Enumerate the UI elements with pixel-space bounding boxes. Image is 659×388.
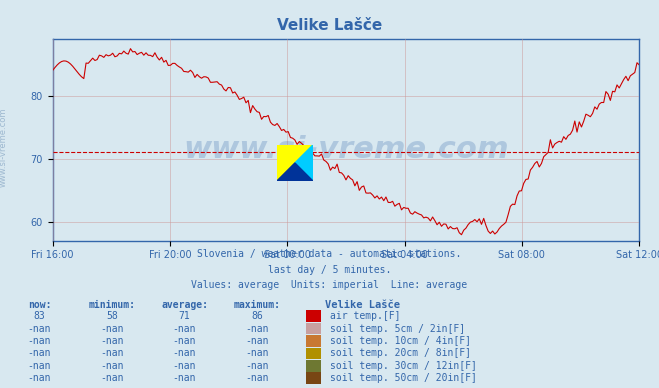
Text: 83: 83 bbox=[34, 311, 45, 321]
Text: -nan: -nan bbox=[28, 348, 51, 359]
Text: soil temp. 20cm / 8in[F]: soil temp. 20cm / 8in[F] bbox=[330, 348, 471, 359]
Text: 58: 58 bbox=[106, 311, 118, 321]
Text: 71: 71 bbox=[179, 311, 190, 321]
Text: Velike Lašče: Velike Lašče bbox=[277, 18, 382, 33]
Text: -nan: -nan bbox=[100, 348, 124, 359]
Text: -nan: -nan bbox=[173, 361, 196, 371]
Text: minimum:: minimum: bbox=[88, 300, 136, 310]
Text: -nan: -nan bbox=[28, 373, 51, 383]
Text: -nan: -nan bbox=[245, 348, 269, 359]
Text: -nan: -nan bbox=[245, 336, 269, 346]
Text: Velike Lašče: Velike Lašče bbox=[325, 300, 400, 310]
Text: -nan: -nan bbox=[28, 336, 51, 346]
Text: 86: 86 bbox=[251, 311, 263, 321]
Text: Values: average  Units: imperial  Line: average: Values: average Units: imperial Line: av… bbox=[191, 280, 468, 290]
Text: soil temp. 5cm / 2in[F]: soil temp. 5cm / 2in[F] bbox=[330, 324, 465, 334]
Text: soil temp. 10cm / 4in[F]: soil temp. 10cm / 4in[F] bbox=[330, 336, 471, 346]
Text: -nan: -nan bbox=[100, 324, 124, 334]
Text: -nan: -nan bbox=[173, 336, 196, 346]
Polygon shape bbox=[277, 163, 313, 181]
Text: -nan: -nan bbox=[245, 361, 269, 371]
Text: Slovenia / weather data - automatic stations.: Slovenia / weather data - automatic stat… bbox=[197, 249, 462, 259]
Polygon shape bbox=[277, 145, 313, 181]
Text: -nan: -nan bbox=[245, 324, 269, 334]
Text: -nan: -nan bbox=[100, 336, 124, 346]
Text: -nan: -nan bbox=[28, 361, 51, 371]
Text: now:: now: bbox=[28, 300, 51, 310]
Text: -nan: -nan bbox=[100, 373, 124, 383]
Polygon shape bbox=[295, 145, 313, 181]
Text: -nan: -nan bbox=[173, 324, 196, 334]
Text: soil temp. 50cm / 20in[F]: soil temp. 50cm / 20in[F] bbox=[330, 373, 476, 383]
Text: air temp.[F]: air temp.[F] bbox=[330, 311, 400, 321]
Text: -nan: -nan bbox=[173, 373, 196, 383]
Text: -nan: -nan bbox=[245, 373, 269, 383]
Text: www.si-vreme.com: www.si-vreme.com bbox=[183, 135, 509, 164]
Text: average:: average: bbox=[161, 300, 208, 310]
Text: maximum:: maximum: bbox=[233, 300, 281, 310]
Text: www.si-vreme.com: www.si-vreme.com bbox=[0, 108, 8, 187]
Text: -nan: -nan bbox=[28, 324, 51, 334]
Text: -nan: -nan bbox=[173, 348, 196, 359]
Text: soil temp. 30cm / 12in[F]: soil temp. 30cm / 12in[F] bbox=[330, 361, 476, 371]
Text: last day / 5 minutes.: last day / 5 minutes. bbox=[268, 265, 391, 275]
Text: -nan: -nan bbox=[100, 361, 124, 371]
